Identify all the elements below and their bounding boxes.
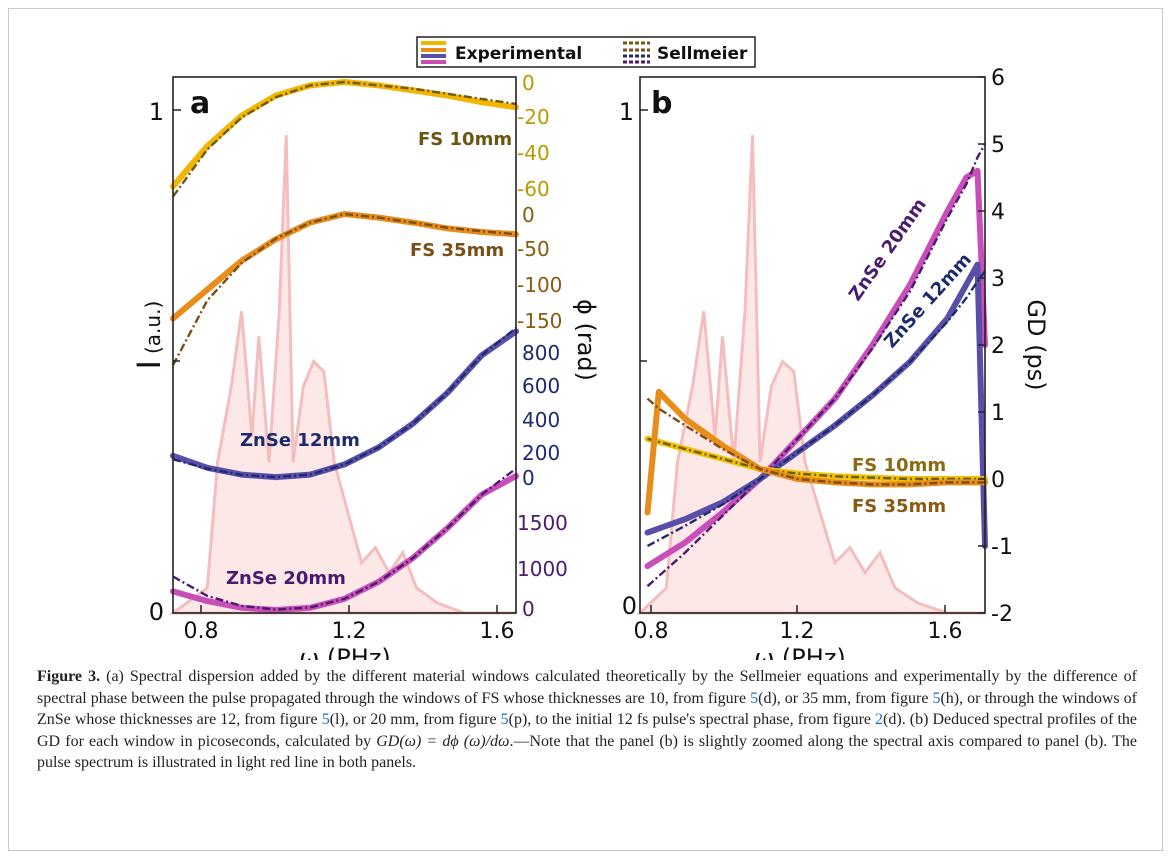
panel-a-xtick-1: 1.2 [332,619,367,644]
phase-tick: -40 [517,141,550,165]
panel-b-ytick-1: 1 [619,98,634,126]
panel-a-label-znse12: ZnSe 12mm [240,430,360,451]
panel-a-ytick-1: 1 [149,98,164,126]
phase-tick: 0 [522,71,535,95]
phase-tick: -20 [517,105,550,129]
panel-b-xtick-1: 1.2 [780,619,815,644]
panel-a-phase-axis-znse20: 1500 1000 0 [517,511,568,621]
figure-ref-link[interactable]: 5 [750,689,759,707]
figure-chart: Experimental Sellmeier a 1 0 I (a.u.) 0.… [130,36,1050,660]
caption-text: .—Note that the panel (b) is slightly zo… [37,732,1137,772]
figure-frame [8,8,1163,851]
panel-a-xlabel: ω (PHz) [299,644,391,660]
panel-b-exp-line-znse-20mm [644,167,988,570]
panel-a-spectrum [168,135,516,615]
panel-b-ytick-label: 6 [991,66,1005,91]
phase-tick: -150 [517,309,562,333]
phase-tick: 200 [522,441,560,465]
panel-b-letter: b [651,86,672,121]
panel-b-exp-line-fs-10mm [644,435,988,482]
figure-ref-link[interactable]: 2 [875,711,884,728]
panel-b-ytick-label: 1 [991,401,1005,426]
panel-b-ylabel-right-text: GD (ps) [1022,299,1050,390]
panel-b-fit-line-znse-12mm [646,270,986,548]
phase-tick: 800 [522,341,560,365]
figure-ref-link[interactable]: 5 [500,711,509,728]
panel-a-fit-line-fs-35mm [171,212,517,366]
panel-a-ylabel: I (a.u.) [130,301,168,370]
panel-b-ytick-label: 5 [991,133,1005,158]
legend-swatch-sellmeier [623,41,650,64]
panel-b-ytick-label: 4 [991,200,1005,225]
panel-a-fit-line-znse-20mm [172,467,517,611]
legend: Experimental Sellmeier [416,36,756,68]
caption-text: (l), or 20 mm, from figure [329,711,501,728]
panel-a: a 1 0 I (a.u.) 0.8 1.2 1.6 ω (PHz) 0 -20… [130,71,600,660]
panel-a-phase-axis-fs10: 0 -20 -40 -60 [517,71,550,201]
panel-a-curves [170,79,519,613]
panel-a-xtick-0: 0.8 [184,619,219,644]
caption-text: (d). (b) Deduced spectral profiles of th… [37,711,1138,750]
panel-b-xtick-2: 1.6 [928,619,963,644]
panel-b-right-axis: 6 5 4 3 2 1 0 -1 -2 [978,66,1013,627]
phase-tick: 0 [522,597,535,621]
legend-label-sellmeier: Sellmeier [657,44,748,64]
panel-a-xtick-2: 1.6 [480,619,515,644]
panel-b-ytick-label: 2 [991,334,1005,359]
caption-text: (d), or 35 mm, from figure [758,689,933,707]
caption-text: (h), or through the windows of ZnSe whos… [37,689,1137,729]
panel-a-label-fs35: FS 35mm [410,240,504,261]
panel-b-curves [644,143,988,588]
figure-ref-link[interactable]: 5 [321,711,330,728]
panel-a-fit-line-fs-10mm [172,80,517,198]
panel-a-phase-axis-fs35: 0 -50 -100 -150 [517,203,562,333]
panel-a-ytick-0: 0 [149,598,164,626]
caption-lead: Figure 3. [37,668,101,685]
panel-b-label-znse20: ZnSe 20mm [845,195,931,305]
panel-b-label-fs10: FS 10mm [852,455,946,476]
figure-caption: Figure 3. (a) Spectral dispersion added … [37,666,1137,774]
panel-a-spectrum-area [168,135,516,615]
panel-b-ytick-label: -1 [991,535,1013,560]
panel-b-xlabel: ω (PHz) [754,644,846,660]
panel-a-ylabel-unit: (a.u.) [141,301,165,354]
phase-tick: 0 [522,466,535,490]
legend-label-experimental: Experimental [455,44,582,64]
panel-b-ytick-label: 3 [991,267,1005,292]
caption-math: GD(ω) = dϕ (ω)/dω [376,732,510,750]
phase-tick: -100 [517,273,562,297]
phase-tick: 600 [522,374,560,398]
panel-a-ylabel-right-text: ϕ (rad) [572,299,600,381]
caption-text: (a) Spectral dispersion added by the dif… [37,668,1138,707]
legend-swatch-experimental [421,41,446,64]
panel-b: b 1 0 0.8 1.2 1.6 ω (PHz) 6 5 4 3 2 1 0 -1 -2 GD… [619,66,1050,660]
panel-a-label-fs10: FS 10mm [418,129,512,150]
figure-ref-link[interactable]: 5 [932,689,941,707]
caption-text: (p), to the initial 12 fs pulse's spectr… [508,711,876,728]
panel-a-ylabel-main: I [130,360,168,369]
phase-tick: -60 [517,177,550,201]
panel-a-exp-line-fs-35mm [170,211,519,322]
panel-a-letter: a [190,86,210,121]
panel-b-label-fs35: FS 35mm [852,496,946,517]
phase-tick: 1000 [517,557,568,581]
panel-b-ytick-label: 0 [991,468,1005,493]
panel-a-exp-line-znse-12mm [170,328,519,481]
panel-b-spectrum [636,135,985,615]
phase-tick: -50 [517,237,550,261]
phase-tick: 0 [522,203,535,227]
phase-tick: 400 [522,408,560,432]
panel-a-frame [172,76,517,614]
panel-a-ylabel-right: ϕ (rad) [572,299,600,381]
panel-b-spectrum-area [636,135,985,615]
panel-b-ytick-0: 0 [622,592,637,620]
panel-b-xtick-0: 0.8 [634,619,669,644]
panel-b-ylabel-right: GD (ps) [1022,299,1050,390]
panel-a-phase-axis-znse12: 800 600 400 200 0 [522,341,560,490]
phase-tick: 1500 [517,511,568,535]
panel-b-ytick-label: -2 [991,602,1013,627]
panel-b-fit-line-fs-35mm [646,397,985,486]
panel-a-label-znse20: ZnSe 20mm [226,568,346,589]
